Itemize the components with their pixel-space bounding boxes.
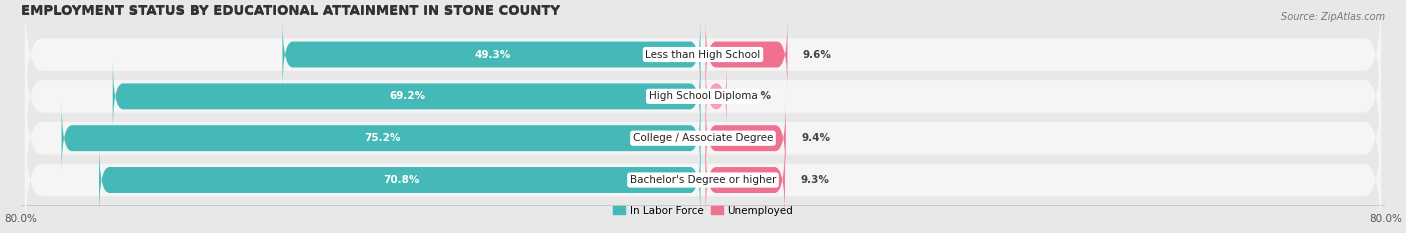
FancyBboxPatch shape (112, 59, 700, 134)
Text: EMPLOYMENT STATUS BY EDUCATIONAL ATTAINMENT IN STONE COUNTY: EMPLOYMENT STATUS BY EDUCATIONAL ATTAINM… (21, 4, 560, 17)
FancyBboxPatch shape (25, 0, 1381, 122)
FancyBboxPatch shape (25, 29, 1381, 164)
Text: Bachelor's Degree or higher: Bachelor's Degree or higher (630, 175, 776, 185)
FancyBboxPatch shape (25, 71, 1381, 206)
Text: High School Diploma: High School Diploma (648, 91, 758, 101)
FancyBboxPatch shape (283, 17, 700, 92)
Text: 49.3%: 49.3% (475, 50, 510, 59)
Text: Source: ZipAtlas.com: Source: ZipAtlas.com (1281, 12, 1385, 22)
Text: 9.6%: 9.6% (803, 50, 832, 59)
FancyBboxPatch shape (98, 143, 700, 217)
Text: 9.4%: 9.4% (801, 133, 830, 143)
Text: EMPLOYMENT STATUS BY EDUCATIONAL ATTAINMENT IN STONE COUNTY: EMPLOYMENT STATUS BY EDUCATIONAL ATTAINM… (21, 5, 560, 18)
Text: College / Associate Degree: College / Associate Degree (633, 133, 773, 143)
Text: Less than High School: Less than High School (645, 50, 761, 59)
FancyBboxPatch shape (706, 101, 786, 175)
FancyBboxPatch shape (706, 59, 727, 134)
FancyBboxPatch shape (706, 143, 785, 217)
Text: 2.5%: 2.5% (742, 91, 772, 101)
Legend: In Labor Force, Unemployed: In Labor Force, Unemployed (613, 206, 793, 216)
FancyBboxPatch shape (62, 101, 700, 175)
Text: 69.2%: 69.2% (389, 91, 426, 101)
Text: 9.3%: 9.3% (800, 175, 830, 185)
Text: 70.8%: 70.8% (382, 175, 419, 185)
FancyBboxPatch shape (706, 17, 787, 92)
Text: 75.2%: 75.2% (364, 133, 401, 143)
FancyBboxPatch shape (25, 113, 1381, 233)
